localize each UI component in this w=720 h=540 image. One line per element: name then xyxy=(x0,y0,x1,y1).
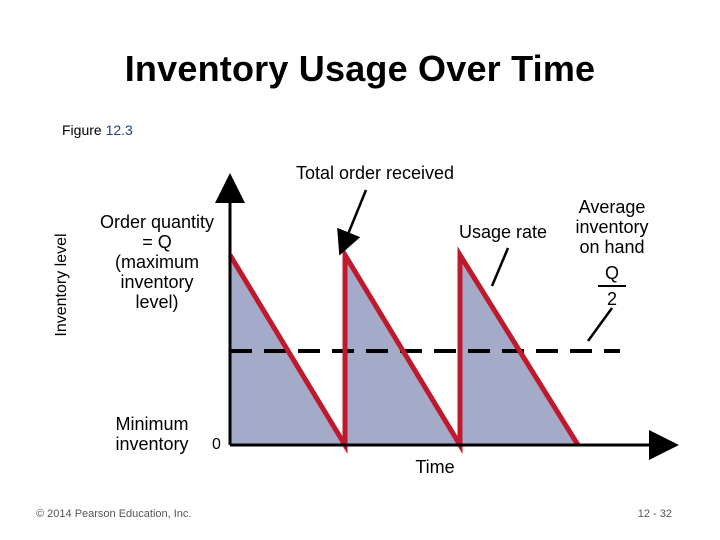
figure-prefix: Figure xyxy=(62,122,102,138)
fraction-bar xyxy=(598,285,626,287)
average-inventory-label: Average inventory on hand xyxy=(562,197,662,257)
usage-rate-label: Usage rate xyxy=(458,222,548,242)
average-inventory-line: on hand xyxy=(579,237,645,257)
order-quantity-line: inventory xyxy=(120,272,194,292)
page-title: Inventory Usage Over Time xyxy=(124,48,596,89)
x-axis-label: Time xyxy=(415,457,455,477)
total-order-arrow xyxy=(337,189,368,256)
total-order-received-label: Total order received xyxy=(295,163,455,183)
fraction-numerator: Q xyxy=(604,263,619,283)
average-fraction: Q 2 xyxy=(592,263,632,310)
average-inventory-line: inventory xyxy=(575,217,649,237)
average-inventory-line: Average xyxy=(578,197,646,217)
order-quantity-line: = Q xyxy=(142,232,172,252)
order-quantity-line: level) xyxy=(135,292,179,312)
minimum-inventory-line: Minimum xyxy=(115,414,189,434)
average-inventory-arrow xyxy=(586,307,614,342)
minimum-inventory-line: inventory xyxy=(115,434,189,454)
usage-rate-arrow xyxy=(490,247,510,287)
figure-label: Figure 12.3 xyxy=(62,122,133,138)
order-quantity-label: Order quantity = Q (maximum inventory le… xyxy=(90,212,224,312)
order-quantity-line: (maximum xyxy=(115,252,199,272)
fraction-denominator: 2 xyxy=(606,289,617,309)
page-number: 12 - 32 xyxy=(637,508,672,520)
figure-number: 12.3 xyxy=(105,122,133,138)
copyright: © 2014 Pearson Education, Inc. xyxy=(36,508,192,520)
order-quantity-line: Order quantity xyxy=(99,212,215,232)
y-axis-label: Inventory level xyxy=(53,233,70,337)
sawtooth-line xyxy=(227,246,581,454)
origin-label: 0 xyxy=(212,436,221,453)
minimum-inventory-label: Minimum inventory xyxy=(100,414,204,454)
